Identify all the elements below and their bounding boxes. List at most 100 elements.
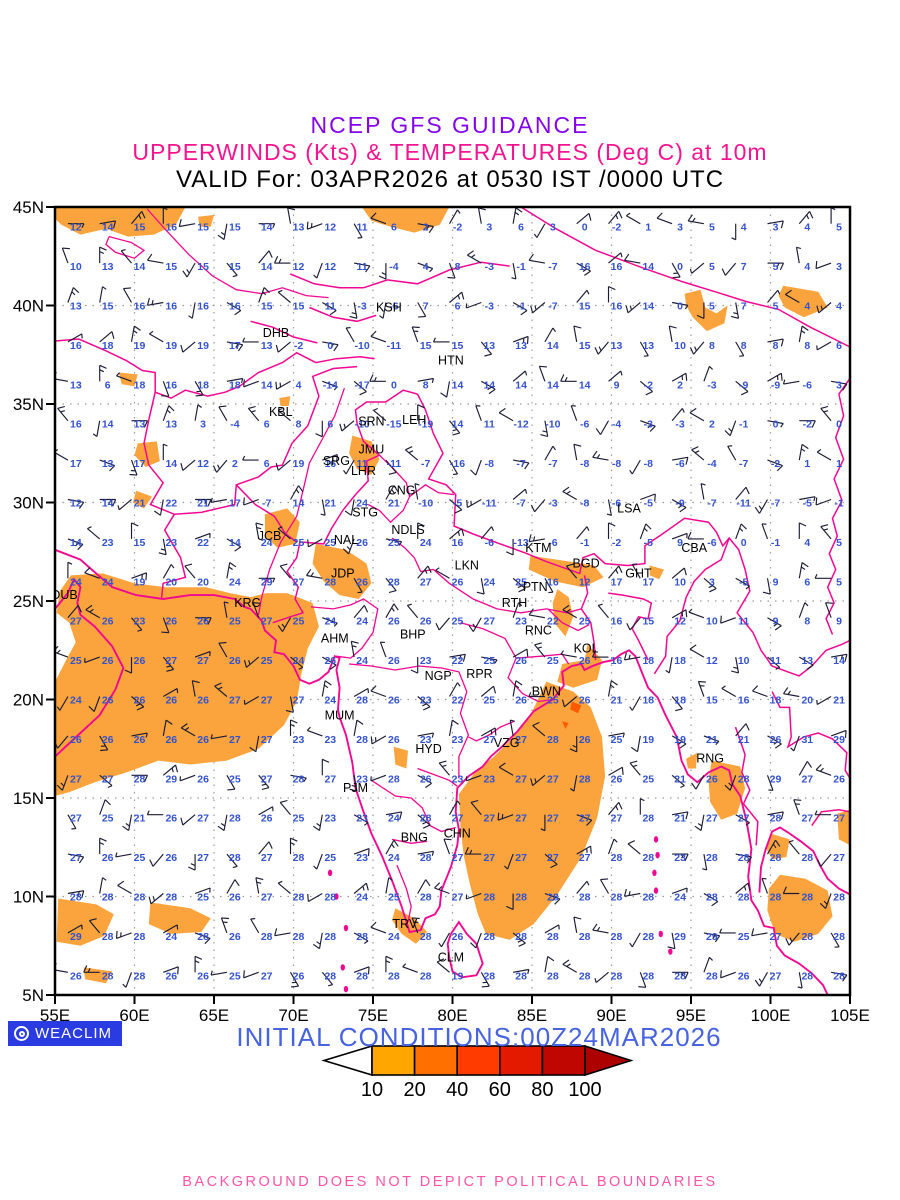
temperature-value: 6 [455, 301, 461, 313]
river-line [105, 235, 146, 259]
wind-barb [289, 837, 298, 855]
temperature-value: 5 [709, 222, 715, 234]
subtitle-parameters: UPPERWINDS (Kts) & TEMPERATURES (Deg C) … [132, 139, 768, 165]
wind-barb [67, 287, 80, 303]
wind-barb [798, 522, 807, 539]
temperature-value: 11 [357, 261, 368, 273]
temperature-value: 12 [324, 261, 336, 273]
temperature-value: 27 [324, 773, 336, 785]
temperature-value: 28 [706, 852, 718, 864]
wind-barb [273, 256, 291, 264]
temperature-value: 0 [582, 222, 588, 234]
wind-barb [179, 774, 196, 782]
temperature-value: 27 [165, 655, 177, 667]
boundary-line [290, 261, 510, 289]
wind-barb [312, 932, 323, 950]
wind-barb [688, 608, 705, 619]
temperature-value: 9 [836, 616, 842, 628]
temperature-value: -5 [644, 498, 653, 510]
temperature-value: 27 [70, 852, 82, 864]
temperature-value: 28 [706, 970, 718, 982]
wind-barb [443, 838, 452, 855]
wind-barb [148, 893, 164, 905]
wind-barb [576, 814, 593, 826]
temperature-value: 11 [325, 301, 336, 313]
temperature-value: -7 [421, 458, 430, 470]
wind-barb [226, 775, 236, 791]
temperature-value: 22 [165, 498, 177, 510]
temperature-value: 23 [324, 813, 336, 825]
wind-barb [565, 563, 578, 579]
wind-barb [767, 220, 784, 229]
temperature-value: 28 [102, 892, 114, 904]
temperature-value: 19 [165, 340, 177, 352]
temperature-value: 25 [642, 773, 654, 785]
temperature-value: 27 [770, 970, 782, 982]
wind-barb [385, 485, 399, 500]
temperature-value: 26 [611, 773, 623, 785]
colorbar-label: 40 [446, 1079, 468, 1101]
wind-barb [417, 377, 435, 384]
temperature-value: 26 [102, 616, 114, 628]
wind-barb [830, 729, 847, 738]
wind-barb [719, 928, 736, 934]
internal-boundary-line [409, 484, 455, 498]
wind-barb [99, 735, 109, 752]
wind-barb [576, 526, 590, 540]
temperature-value: 16 [611, 301, 623, 313]
temperature-value: -7 [739, 458, 748, 470]
temperature-value: 28 [547, 734, 559, 746]
internal-boundary-line [371, 779, 456, 833]
temperature-value: 23 [102, 537, 114, 549]
coastline [55, 577, 125, 758]
temperature-value: 26 [229, 892, 241, 904]
temperature-value: 28 [197, 931, 209, 943]
wind-barb [607, 838, 618, 855]
temperature-value: 6 [105, 379, 111, 391]
internal-boundary-line [349, 663, 470, 779]
wind-barb [703, 365, 714, 382]
temperature-value: 28 [642, 813, 654, 825]
temperature-value: 28 [801, 931, 813, 943]
colorbar-label: 60 [489, 1079, 511, 1101]
temperature-value: 26 [102, 695, 114, 707]
island-mark [658, 930, 663, 938]
temperature-value: -7 [771, 498, 780, 510]
temperature-value: 20 [801, 695, 813, 707]
wind-barb [595, 420, 609, 435]
temperature-value: 28 [70, 892, 82, 904]
wind-barb [573, 443, 582, 461]
temperature-value: 26 [197, 616, 209, 628]
temperature-value: 4 [804, 261, 810, 273]
wind-barb [322, 656, 337, 670]
wind-barb [798, 211, 814, 225]
wind-barb [67, 890, 85, 899]
temperature-value: 14 [452, 379, 464, 391]
wind-barb [195, 498, 212, 507]
wind-barb [149, 853, 164, 867]
temperature-value: 28 [515, 931, 527, 943]
temperature-value: 26 [579, 695, 591, 707]
wind-barb [562, 604, 577, 619]
temperature-value: 9 [614, 379, 620, 391]
temperature-value: 18 [642, 655, 654, 667]
temperature-value: -6 [485, 537, 494, 549]
wind-barb [624, 253, 641, 264]
temperature-value: 28 [547, 892, 559, 904]
temperature-value: 7 [741, 301, 747, 313]
temperature-value: 28 [324, 970, 336, 982]
temperature-value: 5 [836, 222, 842, 234]
wind-barb [417, 774, 432, 789]
temperature-value: -10 [545, 419, 560, 431]
temperature-value: 5 [836, 537, 842, 549]
wind-barb [99, 799, 111, 815]
temperature-value: 15 [197, 261, 209, 273]
wind-barb [210, 970, 228, 976]
wind-barb [720, 615, 736, 624]
colorbar-label: 20 [403, 1079, 425, 1101]
wind-barb [307, 893, 323, 902]
shaded-region [312, 543, 372, 599]
internal-boundary-line [396, 864, 412, 923]
wind-barb [785, 932, 800, 946]
temperature-value: 28 [356, 970, 368, 982]
